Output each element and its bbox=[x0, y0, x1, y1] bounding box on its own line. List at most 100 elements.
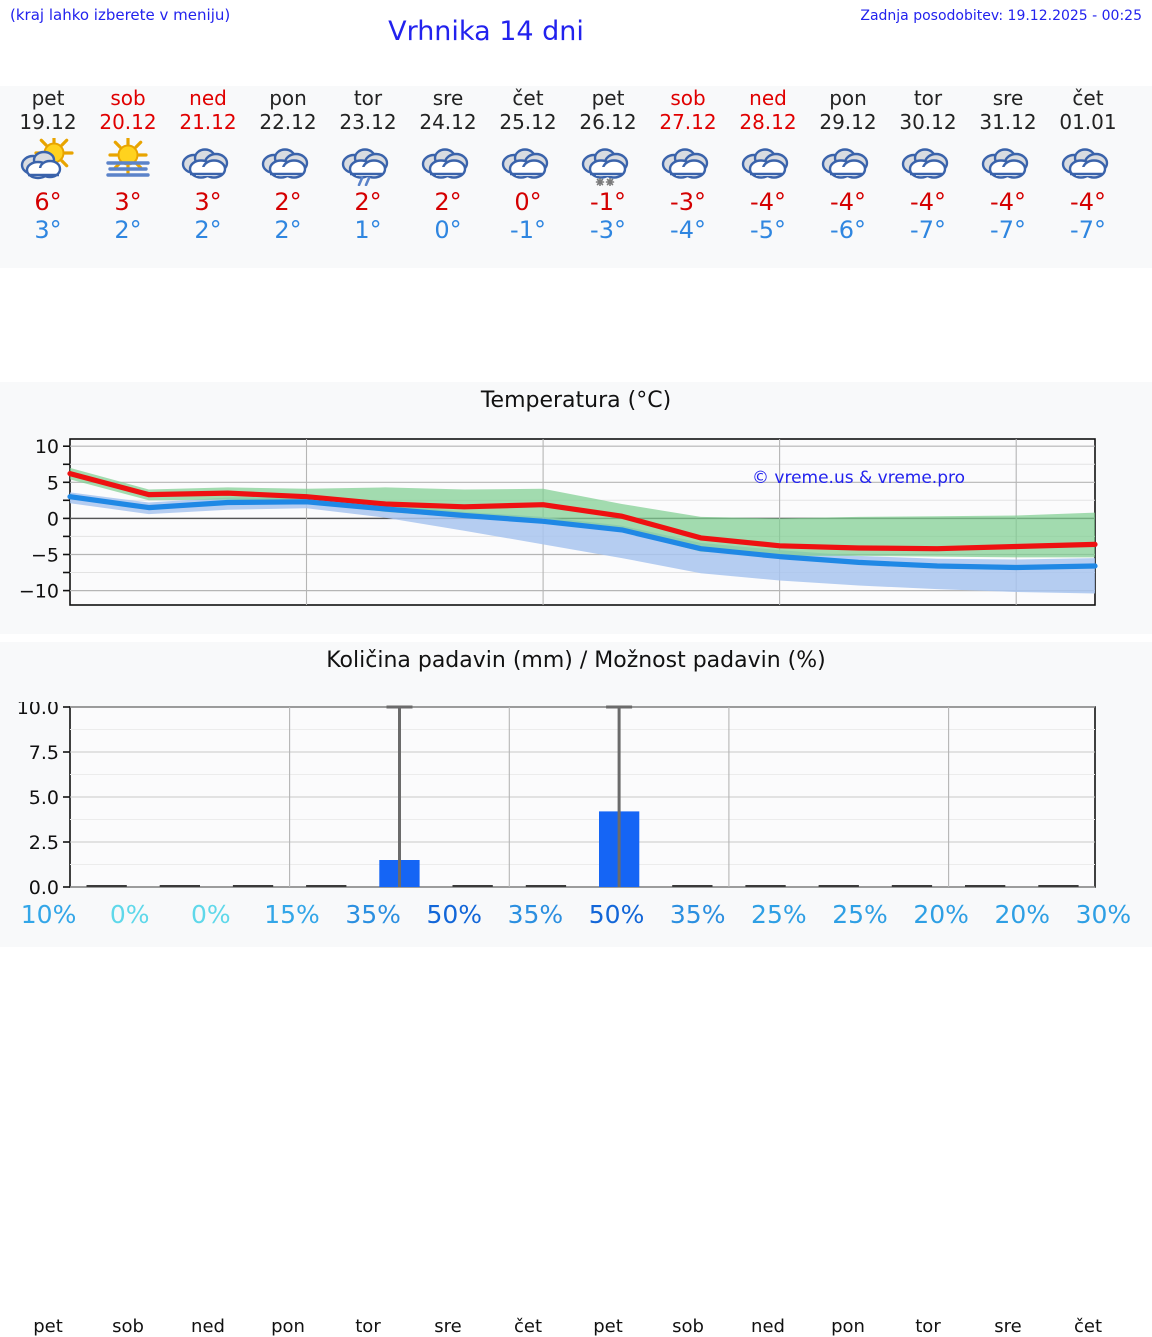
precipitation-day-label: tor bbox=[355, 1316, 381, 1337]
cloudy-icon bbox=[888, 136, 968, 188]
svg-text:5.0: 5.0 bbox=[29, 787, 59, 809]
cloudy-icon bbox=[488, 136, 568, 188]
svg-text:7.5: 7.5 bbox=[29, 742, 59, 764]
max-temperature: -4° bbox=[830, 188, 866, 216]
min-temperature: 2° bbox=[194, 216, 222, 244]
day-date-label: 28.12 bbox=[739, 110, 797, 134]
precipitation-day-label: čet bbox=[513, 1316, 543, 1337]
day-of-week-label: pet bbox=[591, 86, 625, 110]
precipitation-probability: 25% bbox=[751, 900, 807, 929]
precipitation-probability: 20% bbox=[994, 900, 1051, 929]
page-title: Vrhnika 14 dni bbox=[388, 16, 584, 47]
day-column[interactable]: sob 27.12 -3° -4° bbox=[648, 86, 728, 244]
day-column[interactable]: čet 25.12 0° -1° bbox=[488, 86, 568, 244]
day-date-label: 31.12 bbox=[979, 110, 1037, 134]
precipitation-probability: 20% bbox=[913, 900, 969, 929]
precipitation-day-label: sob bbox=[112, 1316, 144, 1337]
day-column[interactable]: pet 19.12 6° 3° bbox=[8, 86, 88, 244]
cloudy-icon bbox=[968, 136, 1048, 188]
precipitation-day-labels: pet sob ned pon tor sre čet pet sob ned pon tor sre č… bbox=[8, 1316, 1128, 1337]
precipitation-probability: 35% bbox=[669, 900, 726, 929]
day-of-week-label: sre bbox=[432, 86, 464, 110]
temperature-plot: 10 5 0 −5 −10 bbox=[19, 436, 1098, 606]
max-temperature: -4° bbox=[1070, 188, 1106, 216]
precipitation-probability-row: 10% 0% 0% 15% 35% 50% 35% 50% 35% 25% 25% 20% 20% 30% bbox=[8, 900, 1144, 929]
precipitation-day-label: pet bbox=[593, 1316, 623, 1337]
precipitation-day-label: pet bbox=[33, 1316, 63, 1337]
min-temperature: -7° bbox=[910, 216, 946, 244]
precipitation-day-label: čet bbox=[1073, 1316, 1103, 1337]
precipitation-day-label: sre bbox=[994, 1316, 1022, 1337]
day-date-label: 19.12 bbox=[19, 110, 77, 134]
min-temperature: 0° bbox=[434, 216, 462, 244]
min-temperature: 1° bbox=[354, 216, 382, 244]
day-column[interactable]: čet 01.01 -4° -7° bbox=[1048, 86, 1128, 244]
day-columns: pet 19.12 6° 3° sob 20.12 3° 2° ned bbox=[8, 86, 1128, 244]
svg-text:−10: −10 bbox=[19, 581, 59, 603]
min-temperature: -5° bbox=[750, 216, 786, 244]
max-temperature: 2° bbox=[354, 188, 382, 216]
min-temperature: 2° bbox=[114, 216, 142, 244]
max-temperature: -1° bbox=[590, 188, 626, 216]
day-date-label: 26.12 bbox=[579, 110, 637, 134]
min-temperature: -7° bbox=[990, 216, 1026, 244]
min-temperature: -6° bbox=[830, 216, 866, 244]
max-temperature: 2° bbox=[434, 188, 462, 216]
day-of-week-label: tor bbox=[913, 86, 943, 110]
max-temperature: 3° bbox=[114, 188, 142, 216]
precipitation-probability: 50% bbox=[426, 900, 483, 929]
precipitation-probability: 10% bbox=[20, 900, 77, 929]
day-date-label: 20.12 bbox=[99, 110, 157, 134]
day-column[interactable]: tor 30.12 -4° -7° bbox=[888, 86, 968, 244]
cloudy-icon bbox=[1048, 136, 1128, 188]
cloudy-rain-icon bbox=[328, 136, 408, 188]
day-column[interactable]: sob 20.12 3° 2° bbox=[88, 86, 168, 244]
menu-hint: (kraj lahko izberete v meniju) bbox=[10, 6, 231, 24]
day-of-week-label: pon bbox=[269, 86, 307, 110]
cloudy-icon bbox=[248, 136, 328, 188]
svg-text:10: 10 bbox=[35, 436, 59, 458]
min-temperature: -1° bbox=[510, 216, 546, 244]
day-date-label: 30.12 bbox=[899, 110, 957, 134]
precipitation-plot: 10.0 7.5 5.0 2.5 0.0 bbox=[17, 702, 1096, 899]
min-temperature: -3° bbox=[590, 216, 626, 244]
day-column[interactable]: sre 31.12 -4° -7° bbox=[968, 86, 1048, 244]
cloudy-icon bbox=[648, 136, 728, 188]
svg-text:5: 5 bbox=[47, 472, 59, 494]
min-temperature: 3° bbox=[34, 216, 62, 244]
day-of-week-label: ned bbox=[749, 86, 787, 110]
day-column[interactable]: ned 21.12 3° 2° bbox=[168, 86, 248, 244]
day-of-week-label: sre bbox=[992, 86, 1024, 110]
day-date-label: 29.12 bbox=[819, 110, 877, 134]
max-temperature: -4° bbox=[910, 188, 946, 216]
day-column[interactable]: tor 23.12 2° 1° bbox=[328, 86, 408, 244]
precipitation-probability: 0% bbox=[109, 900, 150, 929]
day-date-label: 21.12 bbox=[179, 110, 237, 134]
max-temperature: 6° bbox=[34, 188, 62, 216]
day-column[interactable]: sre 24.12 2° 0° bbox=[408, 86, 488, 244]
min-temperature: -4° bbox=[670, 216, 706, 244]
cloudy-icon bbox=[168, 136, 248, 188]
day-column[interactable]: pon 22.12 2° 2° bbox=[248, 86, 328, 244]
temperature-chart-title: Temperatura (°C) bbox=[480, 388, 672, 413]
precipitation-probability: 50% bbox=[588, 900, 645, 929]
max-temperature: -4° bbox=[990, 188, 1026, 216]
min-temperature: 2° bbox=[274, 216, 302, 244]
day-of-week-label: sob bbox=[670, 86, 706, 110]
cloudy-icon bbox=[808, 136, 888, 188]
last-updated: Zadnja posodobitev: 19.12.2025 - 00:25 bbox=[860, 8, 1142, 24]
day-column[interactable]: ned 28.12 -4° -5° bbox=[728, 86, 808, 244]
max-temperature: 3° bbox=[194, 188, 222, 216]
svg-text:0.0: 0.0 bbox=[29, 877, 59, 899]
precipitation-day-label: sob bbox=[672, 1316, 704, 1337]
cloudy-icon bbox=[408, 136, 488, 188]
precipitation-day-label: ned bbox=[751, 1316, 785, 1337]
day-date-label: 01.01 bbox=[1059, 110, 1117, 134]
precipitation-day-label: pon bbox=[271, 1316, 305, 1337]
day-of-week-label: ned bbox=[189, 86, 227, 110]
day-column[interactable]: pet 26.12 -1° -3° bbox=[568, 86, 648, 244]
max-temperature: -4° bbox=[750, 188, 786, 216]
precipitation-day-label: sre bbox=[434, 1316, 462, 1337]
svg-text:0: 0 bbox=[47, 508, 59, 530]
day-column[interactable]: pon 29.12 -4° -6° bbox=[808, 86, 888, 244]
